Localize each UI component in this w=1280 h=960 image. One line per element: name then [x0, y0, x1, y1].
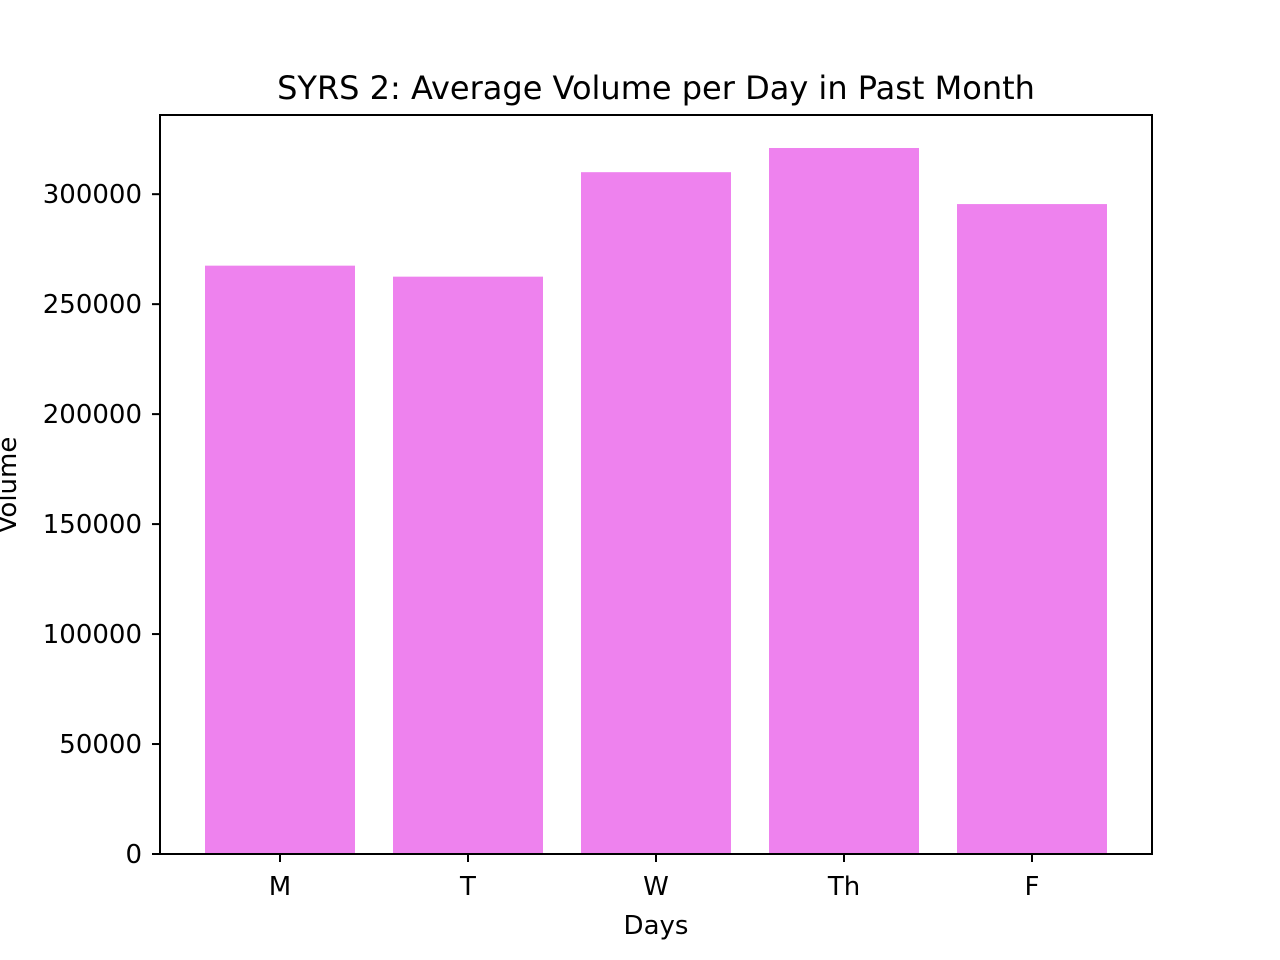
y-tick-label: 300000 — [43, 180, 142, 210]
y-tick-label: 100000 — [43, 620, 142, 650]
y-tick-label: 150000 — [43, 510, 142, 540]
x-tick-label: F — [1025, 872, 1040, 902]
x-ticks: M T W Th F — [269, 854, 1040, 902]
y-tick-label: 50000 — [59, 730, 142, 760]
bar-w — [581, 172, 731, 855]
x-tick-label: T — [459, 872, 476, 902]
chart-title: SYRS 2: Average Volume per Day in Past M… — [277, 69, 1035, 107]
y-ticks: 0 50000 100000 150000 200000 250000 300000 — [43, 180, 160, 870]
plot-frame — [159, 114, 1153, 855]
bar-th — [769, 147, 919, 854]
bar-m — [205, 265, 355, 854]
bars-layer — [205, 147, 1107, 855]
y-axis-label: Volume — [0, 437, 23, 534]
x-tick-label: W — [643, 872, 669, 902]
bar-f — [957, 204, 1107, 854]
y-tick-label: 250000 — [43, 290, 142, 320]
y-tick-label: 200000 — [43, 400, 142, 430]
y-tick-label: 0 — [125, 840, 142, 870]
x-tick-label: Th — [827, 872, 860, 902]
x-axis-label: Days — [624, 911, 689, 941]
bar-t — [393, 276, 543, 854]
x-tick-label: M — [269, 872, 291, 902]
